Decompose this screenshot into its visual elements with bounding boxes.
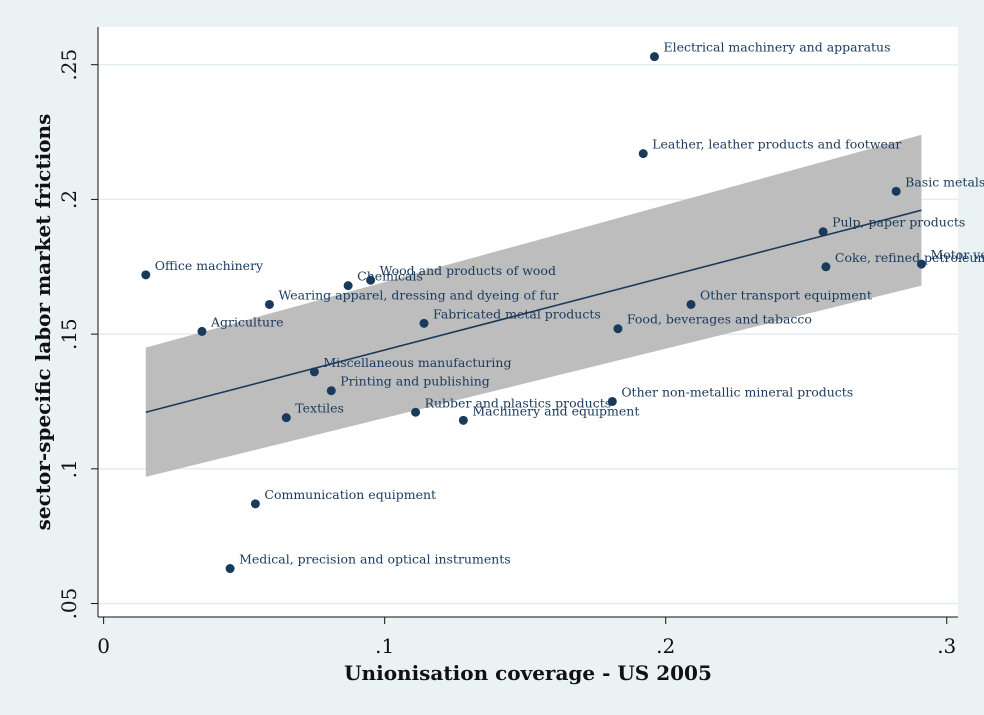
x-tick-label: .1	[375, 634, 394, 658]
y-axis-title: sector-specific labor market frictions	[31, 114, 55, 531]
data-label: Printing and publishing	[340, 374, 490, 389]
fit-line-group	[145, 209, 922, 414]
data-point	[686, 299, 696, 309]
data-label: Food, beverages and tabacco	[627, 312, 812, 327]
data-point	[607, 396, 617, 406]
data-point	[264, 299, 274, 309]
y-tick-label: .05	[57, 588, 81, 620]
x-axis-title: Unionisation coverage - US 2005	[344, 661, 712, 685]
data-point	[309, 367, 319, 377]
confidence-band-area	[145, 134, 922, 477]
data-label: Textiles	[295, 401, 344, 416]
data-label: Miscellaneous manufacturing	[323, 355, 511, 370]
data-point	[250, 499, 260, 509]
data-label: Leather, leather products and footwear	[652, 137, 901, 152]
data-point	[197, 326, 207, 336]
data-point	[649, 52, 659, 62]
data-label: Office machinery	[155, 258, 264, 273]
data-label: Fabricated metal products	[433, 306, 601, 321]
data-label: Agriculture	[210, 314, 284, 329]
data-label: Rubber and plastics products	[425, 395, 612, 410]
data-point	[141, 270, 151, 280]
data-point	[916, 259, 926, 269]
y-tick-label: .15	[57, 318, 81, 350]
data-label: Wood and products of wood	[380, 263, 556, 278]
x-tick-label: 0	[97, 634, 110, 658]
data-point	[458, 415, 468, 425]
fit-line	[145, 209, 922, 414]
data-point	[818, 227, 828, 237]
data-point	[821, 262, 831, 272]
data-points: Electrical machinery and apparatus Leathe…	[141, 40, 984, 574]
data-label: Other transport equipment	[700, 287, 872, 302]
data-point	[225, 564, 235, 574]
data-label: Pulp, paper products	[832, 215, 965, 230]
y-tick-label: .25	[57, 49, 81, 81]
data-label: Machinery and equipment	[472, 403, 639, 418]
data-point	[343, 281, 353, 291]
x-tick-label: .2	[656, 634, 675, 658]
data-point	[326, 386, 336, 396]
data-point	[638, 149, 648, 159]
confidence-band	[145, 134, 922, 477]
data-point	[419, 318, 429, 328]
data-point	[411, 407, 421, 417]
data-label: Coke, refined petroleum products	[835, 250, 984, 265]
data-label: Motor vehicles	[930, 247, 984, 262]
axes: .05 .1 .15 .2 .25 0 .1 .2 .3	[57, 27, 958, 658]
data-label: Other non-metallic mineral products	[621, 384, 853, 399]
data-label: Basic metals	[905, 174, 984, 189]
x-tick-label: .3	[937, 634, 956, 658]
data-label: Communication equipment	[264, 487, 436, 502]
data-point	[891, 186, 901, 196]
data-point	[613, 324, 623, 334]
data-label: Wearing apparel, dressing and dyeing of …	[278, 287, 558, 302]
data-point	[366, 275, 376, 285]
data-point	[281, 413, 291, 423]
data-label: Medical, precision and optical instrumen…	[239, 552, 511, 567]
y-tick-label: .1	[57, 459, 81, 478]
y-tick-label: .2	[57, 190, 81, 209]
data-label: Electrical machinery and apparatus	[663, 40, 890, 55]
